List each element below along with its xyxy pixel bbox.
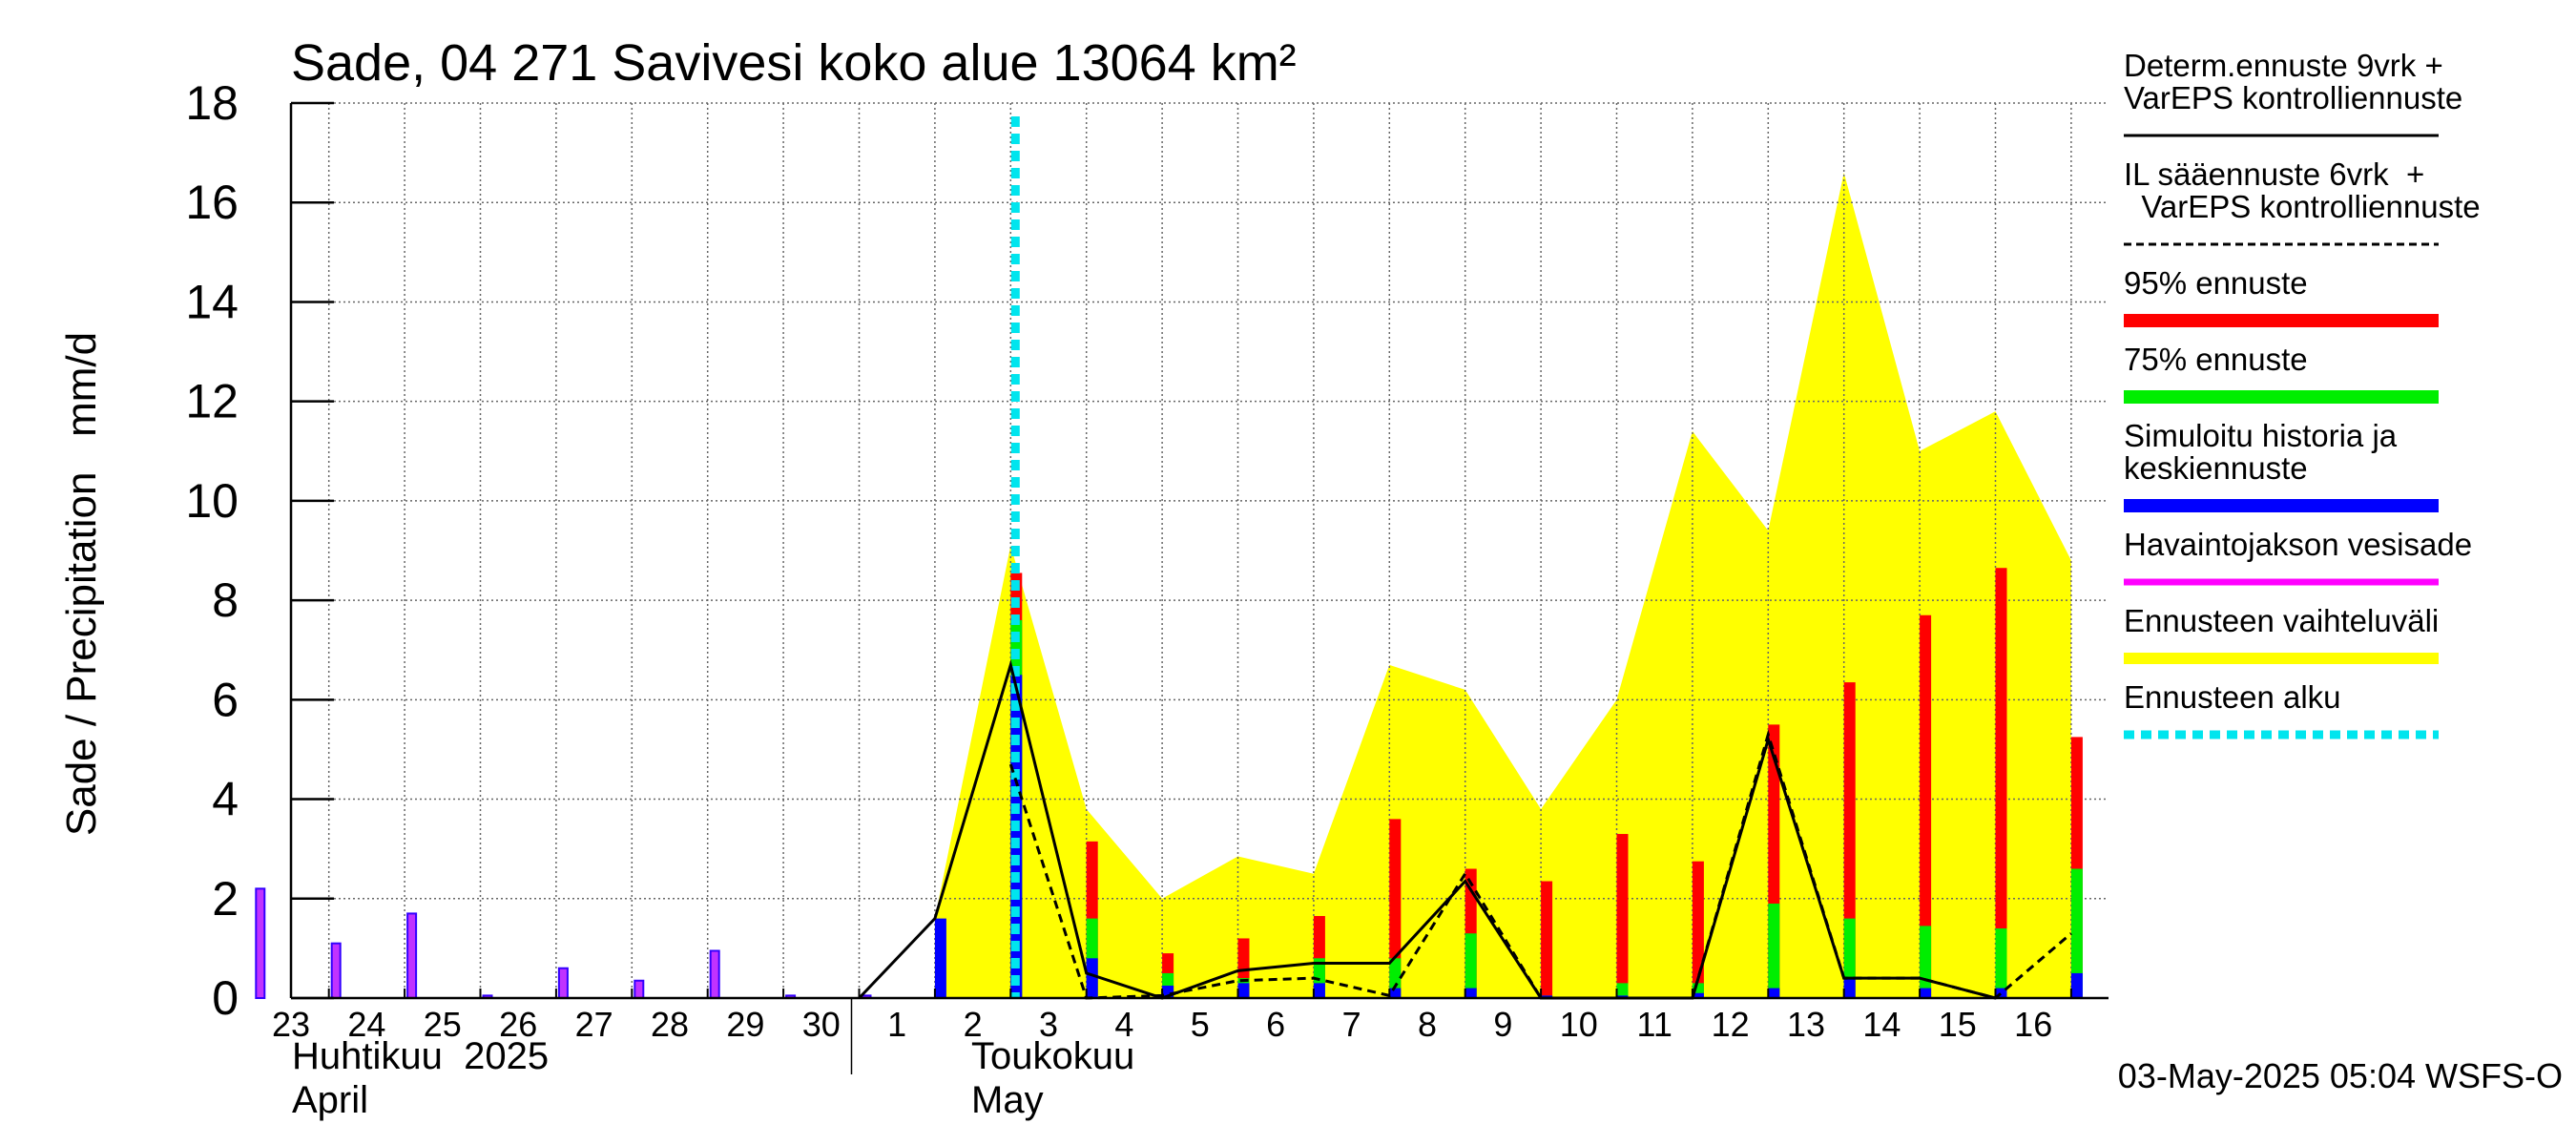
x-tick-label: 25 [424, 1005, 462, 1044]
x-tick-label: 2 [964, 1005, 983, 1044]
percentile-95-bar [1995, 568, 2007, 998]
observed-bar [255, 887, 266, 999]
x-tick-label: 7 [1342, 1005, 1361, 1044]
x-tick-label: 4 [1114, 1005, 1133, 1044]
percentile-75-bar [1920, 926, 1932, 998]
mean-forecast-bar [1465, 988, 1477, 998]
legend-label: IL sääennuste 6vrk + [2124, 156, 2424, 192]
legend-label: VarEPS kontrolliennuste [2124, 189, 2481, 224]
month-label-may-fi: Toukokuu [971, 1035, 1134, 1077]
mean-forecast-bar [1920, 988, 1932, 998]
y-tick-label: 0 [212, 971, 239, 1025]
x-tick-label: 11 [1637, 1005, 1672, 1044]
mean-forecast-bar [1768, 988, 1780, 998]
percentile-95-bar [1920, 614, 1932, 998]
ensemble-range-layer [934, 172, 2071, 998]
x-tick-label: 29 [726, 1005, 764, 1044]
legend-label: keskiennuste [2124, 450, 2308, 486]
observed-bar [406, 912, 418, 1000]
forecast-lines-layer [858, 116, 2072, 1000]
il-forecast-line [1008, 729, 2072, 1000]
legend-label: 95% ennuste [2124, 265, 2308, 301]
percentile-75-bar [1616, 983, 1629, 998]
legend: Determ.ennuste 9vrk +VarEPS kontrollienn… [2124, 48, 2481, 739]
x-tick-label: 8 [1418, 1005, 1437, 1044]
legend-label: Havaintojakson vesisade [2124, 527, 2472, 562]
x-tick-label: 6 [1266, 1005, 1285, 1044]
mean-forecast-bar [1237, 983, 1250, 998]
x-tick-label: 14 [1862, 1005, 1901, 1044]
ensemble-range-area [934, 172, 2071, 998]
percentile-75-bar [1995, 928, 2007, 998]
y-tick-label: 16 [185, 176, 239, 229]
mean-forecast-bar [1843, 978, 1856, 998]
percentile-95-bar [1616, 834, 1629, 998]
month-label-april-fi: Huhtikuu 2025 [292, 1035, 549, 1077]
x-tick-label: 9 [1493, 1005, 1512, 1044]
x-tick-label: 1 [887, 1005, 906, 1044]
x-tick-label: 3 [1039, 1005, 1058, 1044]
footer-timestamp: 03-May-2025 05:04 WSFS-O [2118, 1056, 2563, 1095]
x-tick-label: 23 [272, 1005, 310, 1044]
legend-label: Determ.ennuste 9vrk + [2124, 48, 2443, 83]
mean-forecast-bar [934, 918, 946, 998]
legend-label: VarEPS kontrolliennuste [2124, 80, 2462, 115]
percentile-95-bar [1541, 881, 1553, 998]
mean-forecast-bar [1692, 992, 1704, 998]
x-tick-label: 5 [1191, 1005, 1210, 1044]
x-tick-label: 28 [651, 1005, 689, 1044]
legend-label: 75% ennuste [2124, 342, 2308, 377]
y-tick-label: 6 [212, 673, 239, 726]
x-tick-label: 30 [802, 1005, 841, 1044]
y-tick-label: 10 [185, 474, 239, 528]
observed-bar [330, 942, 342, 1000]
percentile-75-bar [2070, 868, 2083, 998]
x-tick-label: 26 [499, 1005, 537, 1044]
mean-forecast-bar [2070, 972, 2083, 998]
mean-forecast-bar [1313, 983, 1325, 998]
chart-title: Sade, 04 271 Savivesi koko alue 13064 km… [291, 34, 1297, 92]
x-tick-label: 12 [1712, 1005, 1750, 1044]
y-tick-label: 2 [212, 872, 239, 926]
observed-bar [557, 967, 569, 1000]
y-tick-label: 4 [212, 773, 239, 826]
percentile-75-bar [1768, 903, 1780, 998]
y-tick-label: 14 [185, 275, 239, 328]
observed-bar [709, 949, 720, 999]
x-tick-label: 24 [347, 1005, 385, 1044]
mean-forecast-bar [1995, 988, 2007, 998]
x-tick-label: 13 [1787, 1005, 1825, 1044]
determ-forecast-line [858, 659, 1996, 1000]
y-tick-label: 8 [212, 573, 239, 627]
y-tick-label: 18 [185, 76, 239, 130]
x-tick-label: 15 [1939, 1005, 1977, 1044]
mean-forecast-bar [1086, 958, 1098, 998]
observed-bar [634, 979, 645, 999]
legend-label: Simuloitu historia ja [2124, 418, 2398, 453]
y-axis-label: Sade / Precipitation mm/d [58, 332, 105, 836]
legend-label: Ennusteen vaihteluväli [2124, 603, 2439, 638]
x-tick-label: 16 [2014, 1005, 2052, 1044]
x-tick-label: 27 [575, 1005, 613, 1044]
percentile-75-bar [1465, 933, 1477, 998]
month-label-april-en: April [292, 1079, 368, 1121]
legend-label: Ennusteen alku [2124, 679, 2341, 715]
x-tick-label: 10 [1560, 1005, 1598, 1044]
axes-layer [289, 101, 2109, 1074]
month-label-may-en: May [971, 1079, 1044, 1121]
y-tick-label: 12 [185, 375, 239, 428]
mean-forecast-bar [1389, 988, 1402, 998]
